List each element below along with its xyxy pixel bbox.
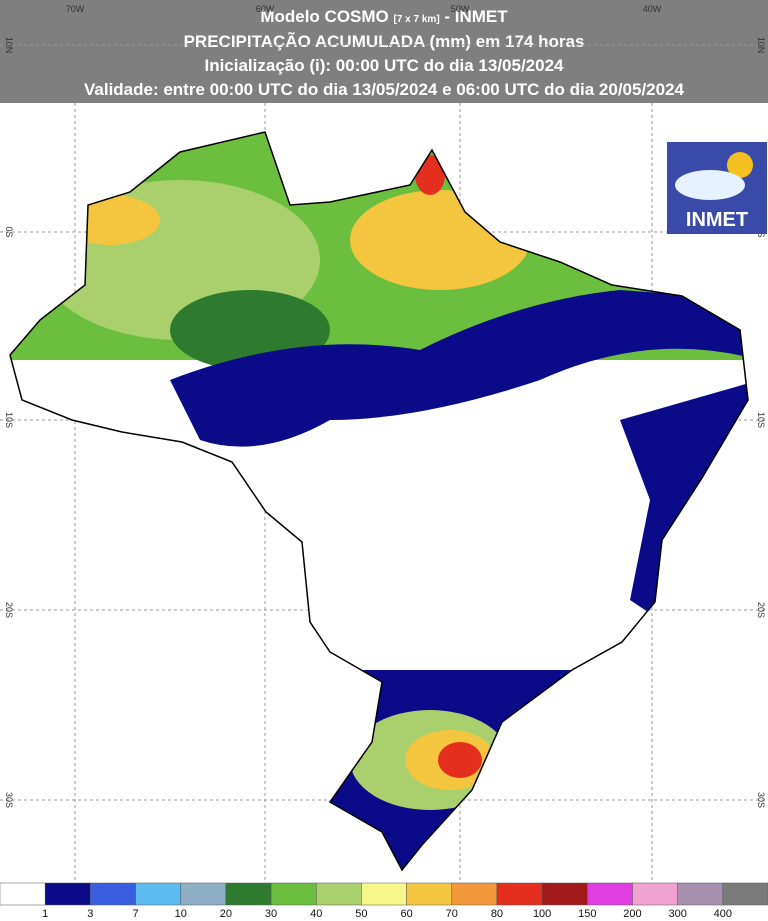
legend-swatch [406,882,453,906]
lon-label: 50W [451,4,470,14]
legend-label: 20 [220,908,232,920]
legend-swatch [270,882,317,906]
title-line: Modelo COSMO [7 x 7 km] - INMET [260,7,508,26]
lat-label: 10N [756,37,766,54]
legend-label: 10 [175,908,187,920]
lat-label: 20S [4,602,14,618]
legend-label: 80 [491,908,503,920]
legend-swatch [496,882,543,906]
legend-swatch [722,882,768,906]
legend-label: 70 [446,908,458,920]
logo-text: INMET [686,209,748,231]
legend-label: 200 [623,908,641,920]
legend-swatch [0,882,46,906]
legend-label: 60 [400,908,412,920]
logo-cloud [675,170,745,200]
legend-label: 100 [533,908,551,920]
legend-label: 3 [87,908,93,920]
lat-label: 10S [756,412,766,428]
legend-swatch [451,882,498,906]
title-line: Validade: entre 00:00 UTC do dia 13/05/2… [84,80,685,99]
lat-label: 20S [756,602,766,618]
legend-swatch [632,882,678,906]
logo-sun [727,152,753,178]
lat-label: 30S [4,792,14,808]
legend: 1 3 7 10 20 30 40 50 60 70 80 100 150 200 300 400 [0,882,768,920]
legend-swatch [541,882,588,906]
legend-swatch [90,882,136,906]
lon-label: 40W [643,4,662,14]
legend-label: 50 [355,908,367,920]
legend-label: 300 [668,908,686,920]
lon-label: 70W [66,4,85,14]
field-blue [170,290,748,447]
legend-swatch [135,882,181,906]
legend-label: 30 [265,908,277,920]
header-band [0,0,768,103]
legend-label: 1 [42,908,48,920]
legend-swatch [44,882,91,906]
legend-swatch [225,882,272,906]
legend-swatch [180,882,227,906]
title-line: Inicialização (i): 00:00 UTC do dia 13/0… [204,56,564,75]
legend-swatch [315,882,362,906]
field-red [438,742,482,778]
title-line: PRECIPITAÇÃO ACUMULADA (mm) em 174 horas [184,31,585,51]
legend-label: 7 [132,908,138,920]
legend-label: 40 [310,908,322,920]
title-tail: - INMET [444,7,508,26]
lat-label: 10S [4,412,14,428]
legend-label: 150 [578,908,596,920]
legend-swatch [587,882,633,906]
legend-swatch [361,882,407,906]
lat-label: 10N [4,37,14,54]
title-main: Modelo COSMO [260,7,388,26]
legend-label: 400 [714,908,732,920]
legend-swatch [677,882,724,906]
title-small: [7 x 7 km] [394,14,440,25]
lat-label: 0S [4,226,14,237]
lon-label: 60W [256,4,275,14]
lat-label: 30S [756,792,766,808]
